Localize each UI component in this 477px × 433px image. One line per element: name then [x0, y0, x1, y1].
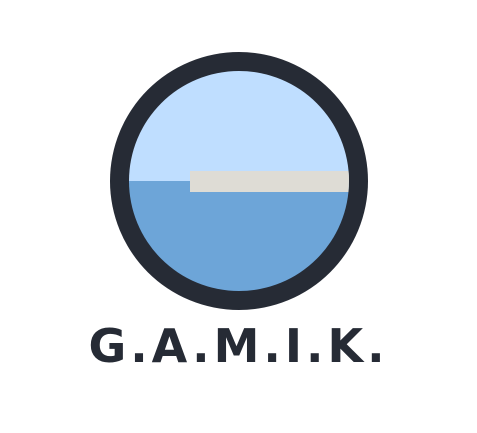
emblem-horizon-bar [190, 171, 349, 192]
gamik-emblem-icon [110, 52, 368, 310]
logo-wordmark: G.A.M.I.K. [88, 319, 389, 373]
